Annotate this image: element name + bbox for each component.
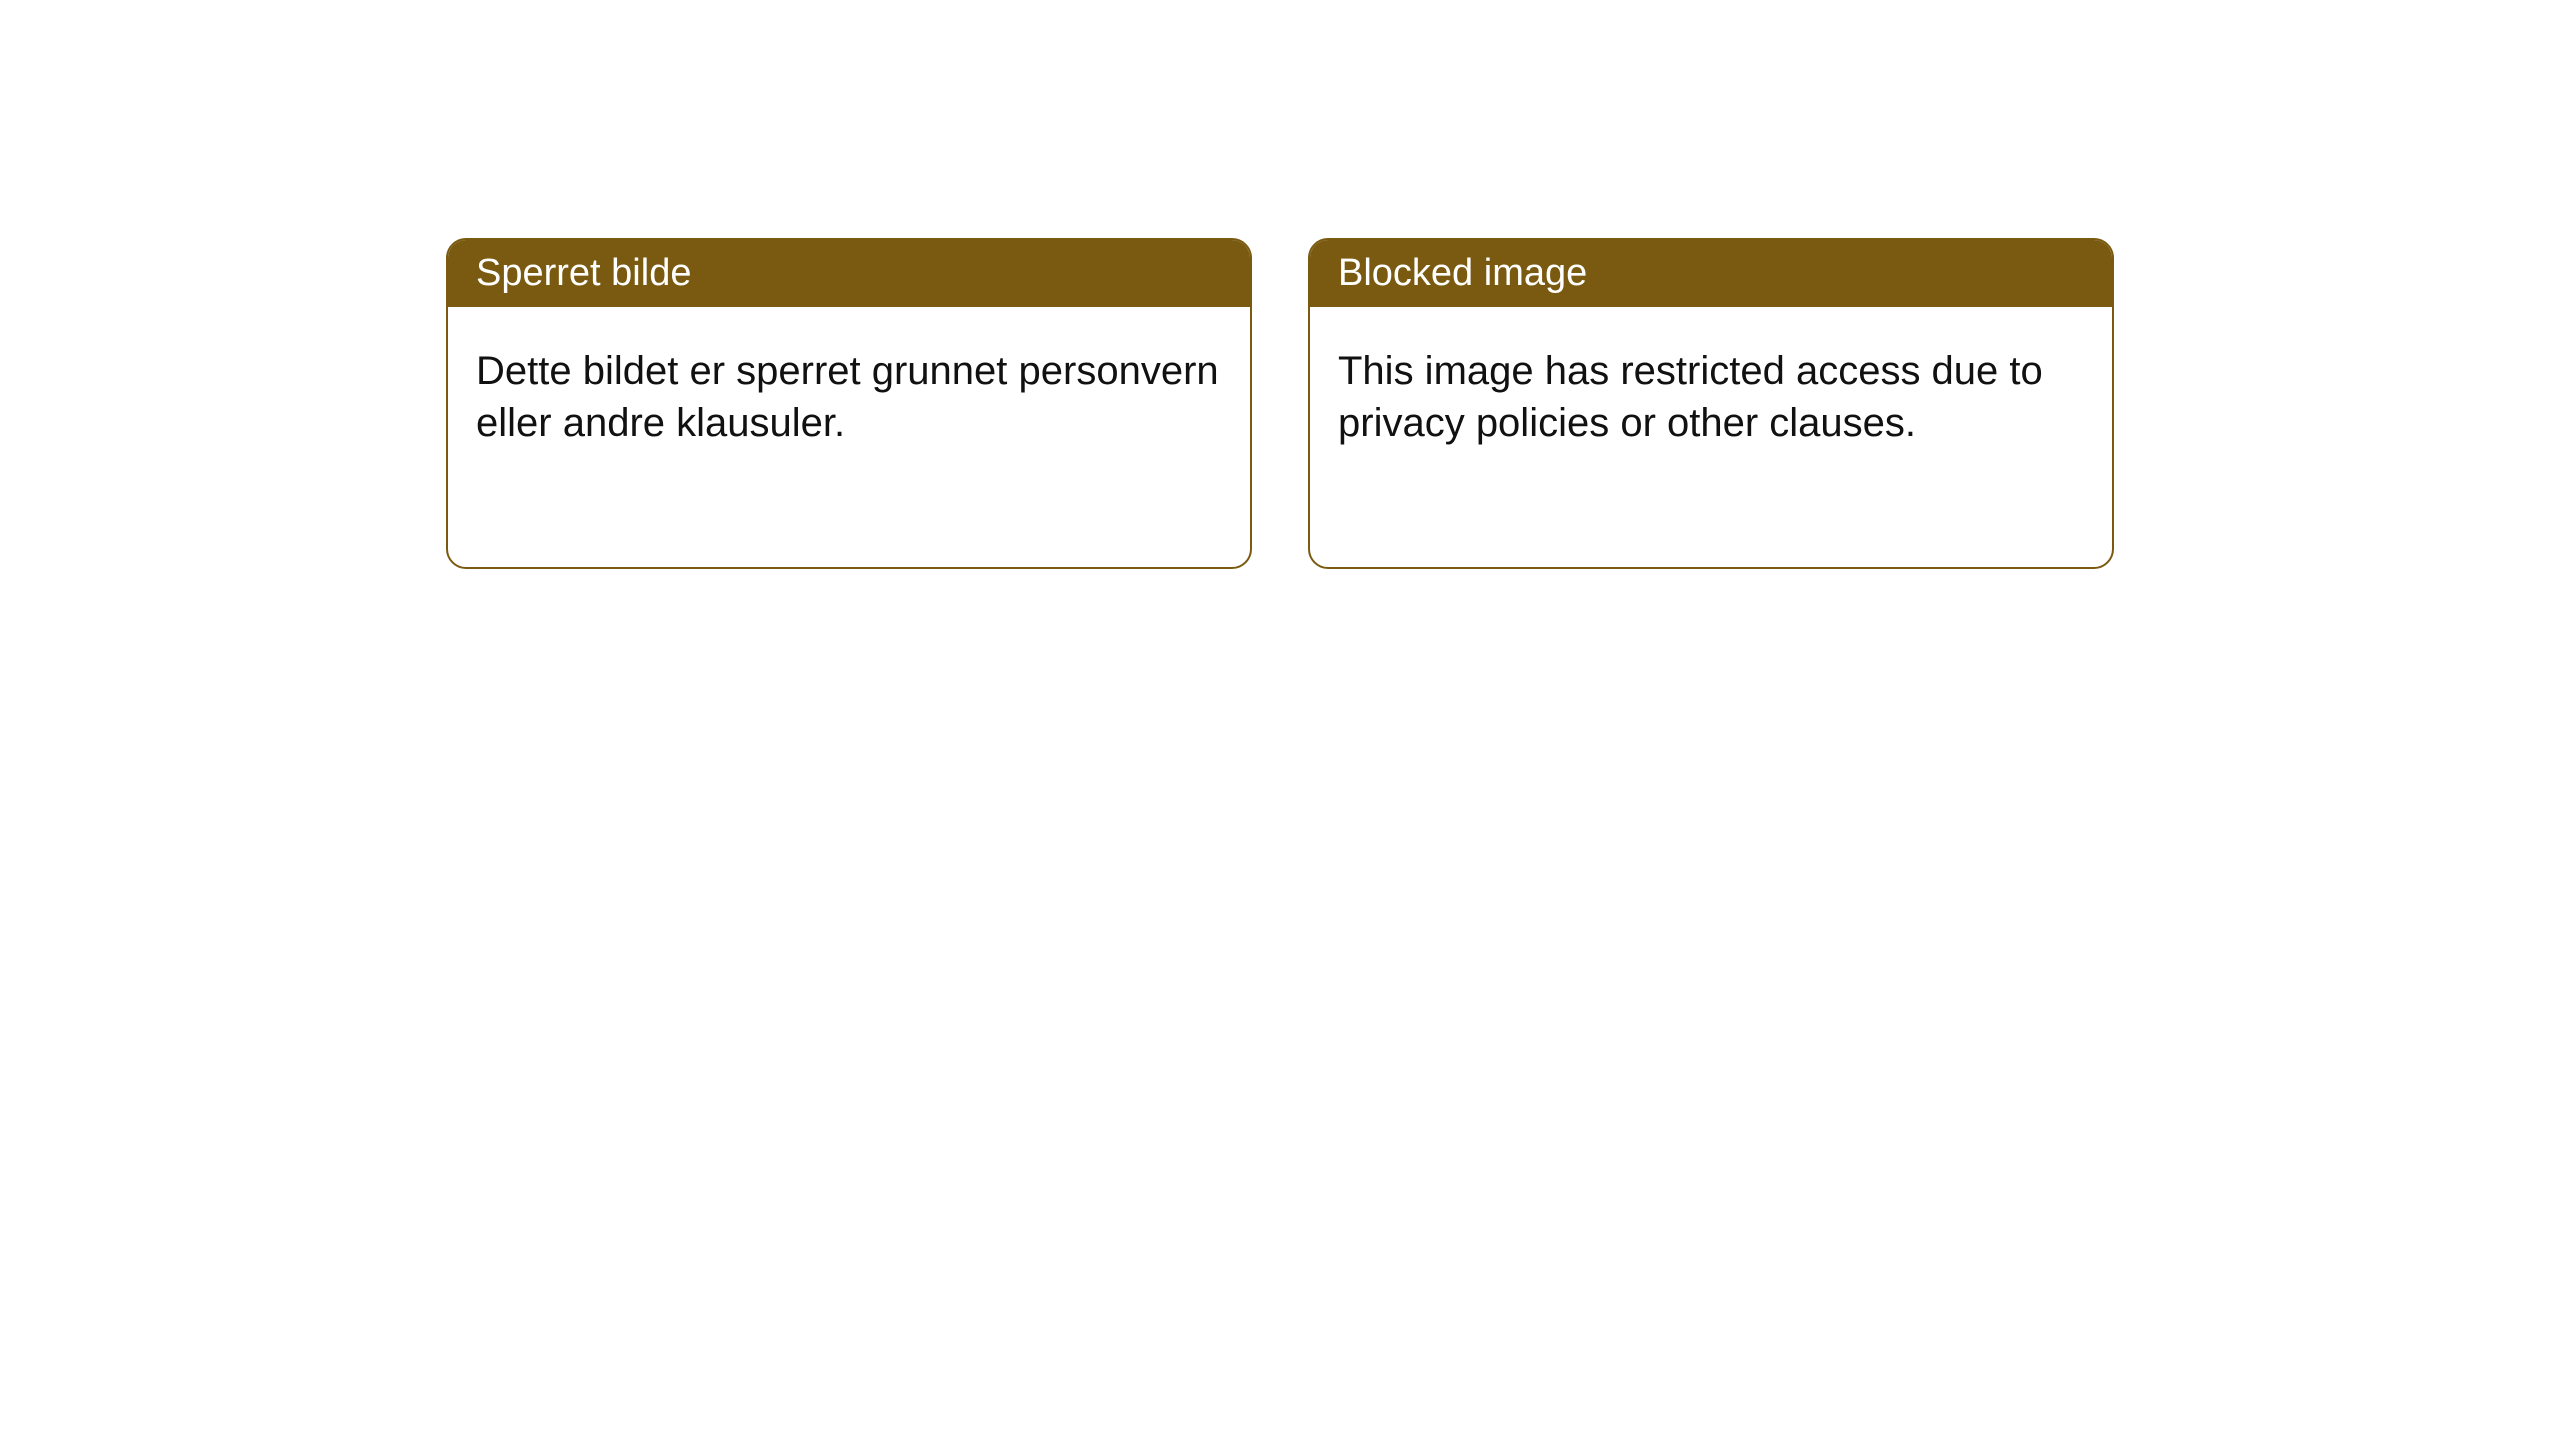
notice-title: Sperret bilde <box>476 252 691 294</box>
notice-header: Sperret bilde <box>448 240 1250 307</box>
notice-card-english: Blocked image This image has restricted … <box>1308 238 2114 569</box>
notice-body: Dette bildet er sperret grunnet personve… <box>448 307 1250 567</box>
notice-body-text: This image has restricted access due to … <box>1338 349 2043 445</box>
notice-container: Sperret bilde Dette bildet er sperret gr… <box>0 0 2560 569</box>
notice-body: This image has restricted access due to … <box>1310 307 2112 567</box>
notice-title: Blocked image <box>1338 252 1587 294</box>
notice-header: Blocked image <box>1310 240 2112 307</box>
notice-card-norwegian: Sperret bilde Dette bildet er sperret gr… <box>446 238 1252 569</box>
notice-body-text: Dette bildet er sperret grunnet personve… <box>476 349 1219 445</box>
